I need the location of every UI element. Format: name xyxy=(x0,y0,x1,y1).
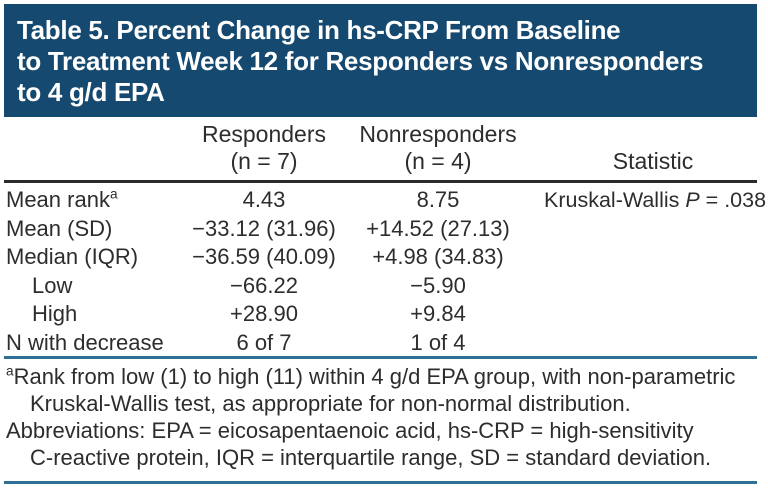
bottom-rule xyxy=(4,481,757,484)
table-column-headers: Responders (n = 7) Nonresponders (n = 4)… xyxy=(6,121,762,175)
footnote-abbreviations-line-1: Abbreviations: EPA = eicosapentaenoic ac… xyxy=(6,418,694,443)
table-title-line-1: Table 5. Percent Change in hs-CRP From B… xyxy=(17,15,621,45)
cell-responders: 6 of 7 xyxy=(236,329,292,355)
cell-nonresponders: 1 of 4 xyxy=(410,329,466,355)
column-header-empty xyxy=(6,121,176,175)
cell-responders: 4.43 xyxy=(242,187,286,212)
table-body: Mean ranka 4.43 8.75 Kruskal-Wallis P = … xyxy=(6,186,766,358)
footnote-marker: a xyxy=(6,363,14,379)
footnote-divider-rule xyxy=(4,356,757,359)
cell-statistic xyxy=(524,243,762,272)
cell-nonresponders: −5.90 xyxy=(410,272,466,298)
cell-nonresponders: +9.84 xyxy=(410,301,466,326)
footnote-rank-line-2: Kruskal-Wallis test, as appropriate for … xyxy=(30,391,631,416)
cell-statistic xyxy=(524,300,762,329)
column-header-statistic: Statistic xyxy=(524,121,762,175)
table-row-mean-sd: Mean (SD) −33.12 (31.96) +14.52 (27.13) xyxy=(6,215,762,244)
column-header-nonresponders: Nonresponders (n = 4) xyxy=(352,121,524,175)
row-label-text: Mean rank xyxy=(6,187,110,212)
responders-header-label: Responders xyxy=(201,121,327,147)
statistic-text: Kruskal-Wallis xyxy=(544,188,686,212)
cell-responders: −66.22 xyxy=(230,272,298,298)
cell-responders: −33.12 (31.96) xyxy=(192,215,336,241)
cell-statistic xyxy=(524,215,762,244)
header-divider-rule xyxy=(4,180,757,183)
footnote-marker: a xyxy=(109,186,118,202)
cell-statistic: Kruskal-Wallis P = .038 xyxy=(524,186,766,215)
statistic-p-symbol: P xyxy=(685,188,700,212)
row-label: High xyxy=(32,301,78,326)
footnote-abbreviations-line-2: C-reactive protein, IQR = interquartile … xyxy=(30,445,712,470)
responders-header-n: (n = 7) xyxy=(230,148,298,174)
nonresponders-header-n: (n = 4) xyxy=(404,148,472,174)
table-row-median-iqr: Median (IQR) −36.59 (40.09) +4.98 (34.83… xyxy=(6,243,762,272)
footnote-rank-line-1: aRank from low (1) to high (11) within 4… xyxy=(6,363,768,390)
cell-statistic xyxy=(524,329,762,358)
row-label: Low xyxy=(32,272,73,298)
table-title-line-2: to Treatment Week 12 for Responders vs N… xyxy=(17,46,704,76)
row-label: Mean (SD) xyxy=(6,215,113,241)
cell-statistic xyxy=(524,272,762,301)
table-row-low: Low −66.22 −5.90 xyxy=(6,272,762,301)
cell-nonresponders: +4.98 (34.83) xyxy=(372,244,504,269)
table-title: Table 5. Percent Change in hs-CRP From B… xyxy=(4,4,757,117)
statistic-p-value: = .038 xyxy=(699,188,767,212)
cell-responders: −36.59 (40.09) xyxy=(192,244,336,269)
cell-nonresponders: +14.52 (27.13) xyxy=(366,215,510,241)
row-label: N with decrease xyxy=(6,329,164,355)
table-row-mean-rank: Mean ranka 4.43 8.75 Kruskal-Wallis P = … xyxy=(6,186,766,215)
table-row-high: High +28.90 +9.84 xyxy=(6,300,762,329)
column-header-responders: Responders (n = 7) xyxy=(176,121,352,175)
footnote-text: Rank from low (1) to high (11) within 4 … xyxy=(13,364,736,389)
cell-responders: +28.90 xyxy=(230,301,298,326)
cell-nonresponders: 8.75 xyxy=(416,187,460,212)
row-label: Median (IQR) xyxy=(6,244,139,269)
table-title-line-3: to 4 g/d EPA xyxy=(17,77,165,107)
nonresponders-header-label: Nonresponders xyxy=(359,121,517,147)
row-label: Mean ranka xyxy=(6,186,176,215)
statistic-header-label: Statistic xyxy=(612,148,694,174)
table-row-n-with-decrease: N with decrease 6 of 7 1 of 4 xyxy=(6,329,762,358)
table-footnotes: aRank from low (1) to high (11) within 4… xyxy=(6,363,768,471)
